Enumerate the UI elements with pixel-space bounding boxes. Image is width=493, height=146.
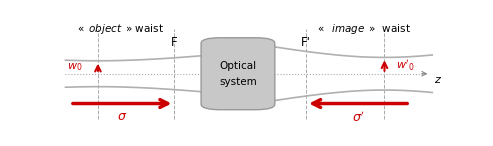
- Text: $\sigma$: $\sigma$: [117, 110, 127, 123]
- Text: F: F: [171, 36, 177, 49]
- Text: $w_0$: $w_0$: [67, 61, 83, 73]
- Text: F': F': [301, 36, 311, 49]
- Text: Optical: Optical: [219, 61, 256, 71]
- Text: $\sigma'$: $\sigma'$: [352, 110, 364, 125]
- Text: $w'_0$: $w'_0$: [396, 58, 415, 73]
- Text: system: system: [219, 77, 257, 87]
- FancyBboxPatch shape: [201, 38, 275, 110]
- Text: «  $\,image\,$ »  waist: « $\,image\,$ » waist: [317, 22, 410, 36]
- Text: « $\,object\,$ » waist: « $\,object\,$ » waist: [77, 22, 164, 36]
- Text: z: z: [434, 75, 440, 85]
